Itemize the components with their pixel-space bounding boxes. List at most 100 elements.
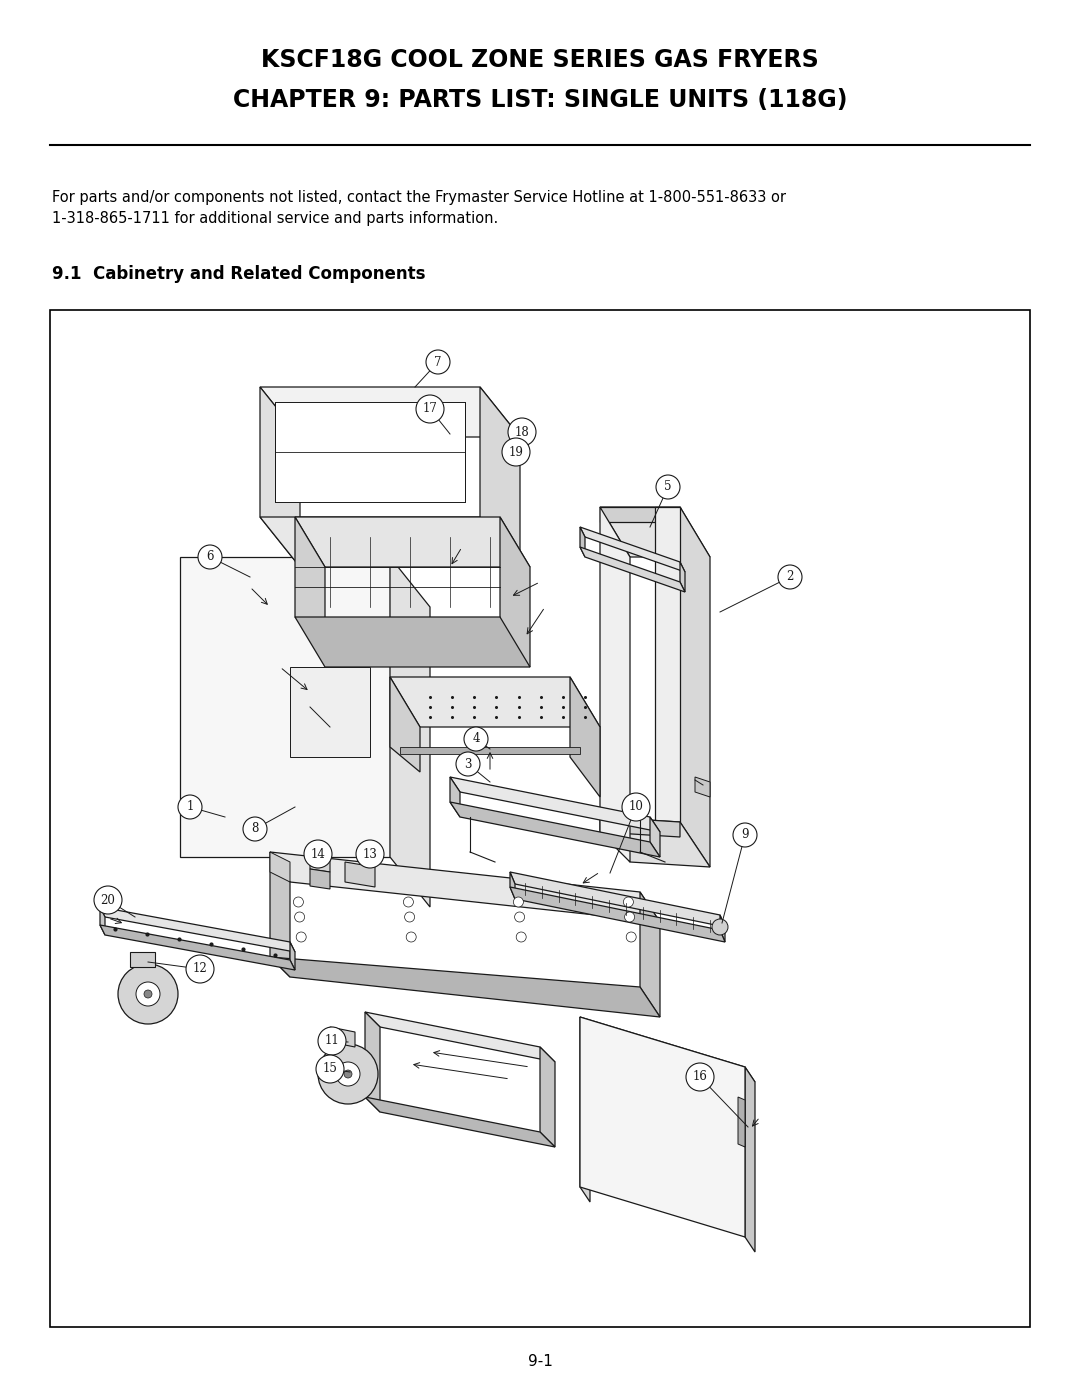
Polygon shape — [640, 893, 660, 1017]
Circle shape — [186, 956, 214, 983]
Polygon shape — [600, 507, 680, 522]
Circle shape — [626, 932, 636, 942]
Circle shape — [318, 1044, 378, 1104]
Circle shape — [118, 964, 178, 1024]
Polygon shape — [580, 1017, 745, 1236]
Circle shape — [144, 990, 152, 997]
Circle shape — [686, 1063, 714, 1091]
Polygon shape — [330, 1027, 355, 1046]
Polygon shape — [270, 957, 660, 1017]
Polygon shape — [450, 777, 460, 817]
Bar — [50, 310, 1030, 1327]
Text: 9.1  Cabinetry and Related Components: 9.1 Cabinetry and Related Components — [52, 265, 426, 284]
Polygon shape — [295, 517, 530, 567]
Polygon shape — [450, 802, 660, 856]
Text: For parts and/or components not listed, contact the Frymaster Service Hotline at: For parts and/or components not listed, … — [52, 190, 786, 226]
Text: 1: 1 — [187, 800, 193, 813]
Text: 14: 14 — [311, 848, 325, 861]
Circle shape — [406, 932, 416, 942]
Circle shape — [243, 817, 267, 841]
Polygon shape — [100, 907, 295, 951]
Text: 3: 3 — [464, 757, 472, 771]
Circle shape — [624, 912, 635, 922]
Polygon shape — [295, 517, 325, 637]
Text: 12: 12 — [192, 963, 207, 975]
Circle shape — [514, 912, 525, 922]
Polygon shape — [500, 517, 530, 666]
Text: 15: 15 — [323, 1063, 337, 1076]
Circle shape — [404, 897, 414, 907]
Circle shape — [303, 840, 332, 868]
Circle shape — [656, 475, 680, 499]
Polygon shape — [600, 507, 630, 862]
Circle shape — [318, 1027, 346, 1055]
Polygon shape — [580, 527, 585, 557]
Polygon shape — [450, 777, 660, 833]
Polygon shape — [390, 678, 600, 726]
Circle shape — [336, 1062, 360, 1085]
Circle shape — [296, 932, 307, 942]
Circle shape — [622, 793, 650, 821]
Polygon shape — [720, 915, 725, 942]
Text: 9: 9 — [741, 828, 748, 841]
Circle shape — [712, 919, 728, 935]
Polygon shape — [738, 1097, 745, 1147]
Polygon shape — [600, 817, 680, 837]
Polygon shape — [345, 862, 375, 887]
Circle shape — [778, 564, 802, 590]
Circle shape — [733, 823, 757, 847]
Polygon shape — [580, 548, 685, 592]
Polygon shape — [654, 507, 680, 821]
Polygon shape — [291, 666, 370, 757]
Text: 2: 2 — [786, 570, 794, 584]
Text: 8: 8 — [252, 823, 259, 835]
Polygon shape — [365, 1011, 380, 1112]
Circle shape — [345, 1070, 352, 1078]
Polygon shape — [580, 527, 685, 571]
Polygon shape — [270, 852, 660, 922]
Text: 16: 16 — [692, 1070, 707, 1084]
Polygon shape — [570, 678, 600, 798]
Circle shape — [356, 840, 384, 868]
Polygon shape — [270, 852, 291, 977]
Polygon shape — [580, 1017, 755, 1083]
Circle shape — [426, 351, 450, 374]
Polygon shape — [510, 872, 515, 900]
Circle shape — [416, 395, 444, 423]
Polygon shape — [180, 557, 390, 856]
Polygon shape — [291, 942, 295, 970]
Text: 9-1: 9-1 — [527, 1355, 553, 1369]
Text: 18: 18 — [515, 426, 529, 439]
Polygon shape — [310, 869, 330, 888]
Polygon shape — [260, 387, 300, 567]
Text: 4: 4 — [472, 732, 480, 746]
Polygon shape — [745, 1067, 755, 1252]
Circle shape — [136, 982, 160, 1006]
Text: CHAPTER 9: PARTS LIST: SINGLE UNITS (118G): CHAPTER 9: PARTS LIST: SINGLE UNITS (118… — [233, 88, 847, 112]
Circle shape — [94, 886, 122, 914]
Circle shape — [178, 795, 202, 819]
Text: 20: 20 — [100, 894, 116, 907]
Text: 13: 13 — [363, 848, 377, 861]
Circle shape — [405, 912, 415, 922]
Polygon shape — [680, 562, 685, 592]
Polygon shape — [295, 617, 530, 666]
Circle shape — [294, 897, 303, 907]
Polygon shape — [260, 387, 519, 437]
Polygon shape — [580, 1017, 590, 1201]
Polygon shape — [260, 517, 519, 567]
Polygon shape — [100, 907, 105, 935]
Polygon shape — [540, 1046, 555, 1147]
Circle shape — [295, 912, 305, 922]
Polygon shape — [390, 557, 430, 907]
Polygon shape — [275, 402, 465, 502]
Circle shape — [502, 439, 530, 467]
Circle shape — [456, 752, 480, 775]
Text: 11: 11 — [325, 1035, 339, 1048]
Polygon shape — [650, 817, 660, 856]
Polygon shape — [600, 817, 710, 868]
Polygon shape — [100, 925, 295, 970]
Text: 10: 10 — [629, 800, 644, 813]
Text: KSCF18G COOL ZONE SERIES GAS FRYERS: KSCF18G COOL ZONE SERIES GAS FRYERS — [261, 47, 819, 73]
Polygon shape — [480, 387, 519, 567]
